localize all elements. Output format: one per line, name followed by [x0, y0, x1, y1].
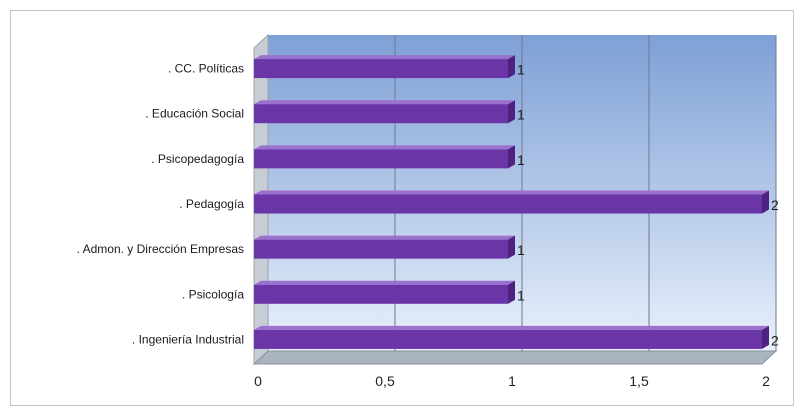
x-tick-label: 1,5: [629, 373, 649, 389]
plot-floor: [252, 350, 778, 365]
bar: [254, 235, 515, 259]
x-tick-label: 2: [762, 373, 770, 389]
data-label: 1: [517, 107, 525, 123]
x-tick-label: 0,5: [375, 373, 395, 389]
bar-front: [254, 284, 508, 304]
bar-top: [254, 55, 515, 60]
bar-chart: . CC. Políticas . Educación Social . Psico…: [77, 33, 779, 389]
bar: [254, 100, 515, 124]
category-label: . Pedagogía: [179, 197, 244, 211]
data-label: 1: [517, 152, 525, 168]
category-label: . Ingeniería Industrial: [132, 332, 244, 346]
category-label: . CC. Políticas: [168, 62, 244, 76]
bar: [254, 145, 515, 169]
bar-front: [254, 239, 508, 259]
bar-front: [254, 59, 508, 79]
chart-frame: . CC. Políticas . Educación Social . Psico…: [10, 10, 794, 406]
bar: [254, 280, 515, 304]
bar-front: [254, 104, 508, 124]
category-label: . Educación Social: [145, 107, 244, 121]
bar-end: [508, 55, 515, 79]
bar-front: [254, 329, 762, 349]
bar-end: [508, 235, 515, 259]
data-label: 2: [771, 197, 779, 213]
data-label: 1: [517, 62, 525, 78]
bar-end: [508, 280, 515, 304]
data-label: 1: [517, 287, 525, 303]
x-tick-label: 0: [254, 373, 262, 389]
bar-end: [508, 100, 515, 124]
x-tick-label: 1: [508, 373, 516, 389]
bar-front: [254, 194, 762, 214]
bar: [254, 55, 515, 79]
bar-top: [254, 325, 769, 330]
bar-end: [508, 145, 515, 169]
category-label: . Admon. y Dirección Empresas: [77, 242, 244, 256]
category-label: . Psicopedagogía: [151, 152, 244, 166]
bar-top: [254, 190, 769, 195]
category-label: . Psicología: [182, 287, 244, 301]
bar-top: [254, 145, 515, 150]
bar-end: [762, 190, 769, 214]
bar: [254, 190, 769, 214]
data-label: 2: [771, 332, 779, 348]
bar-top: [254, 235, 515, 240]
bar-front: [254, 149, 508, 169]
data-label: 1: [517, 242, 525, 258]
bar: [254, 325, 769, 349]
bar-top: [254, 280, 515, 285]
bar-top: [254, 100, 515, 105]
bar-end: [762, 325, 769, 349]
